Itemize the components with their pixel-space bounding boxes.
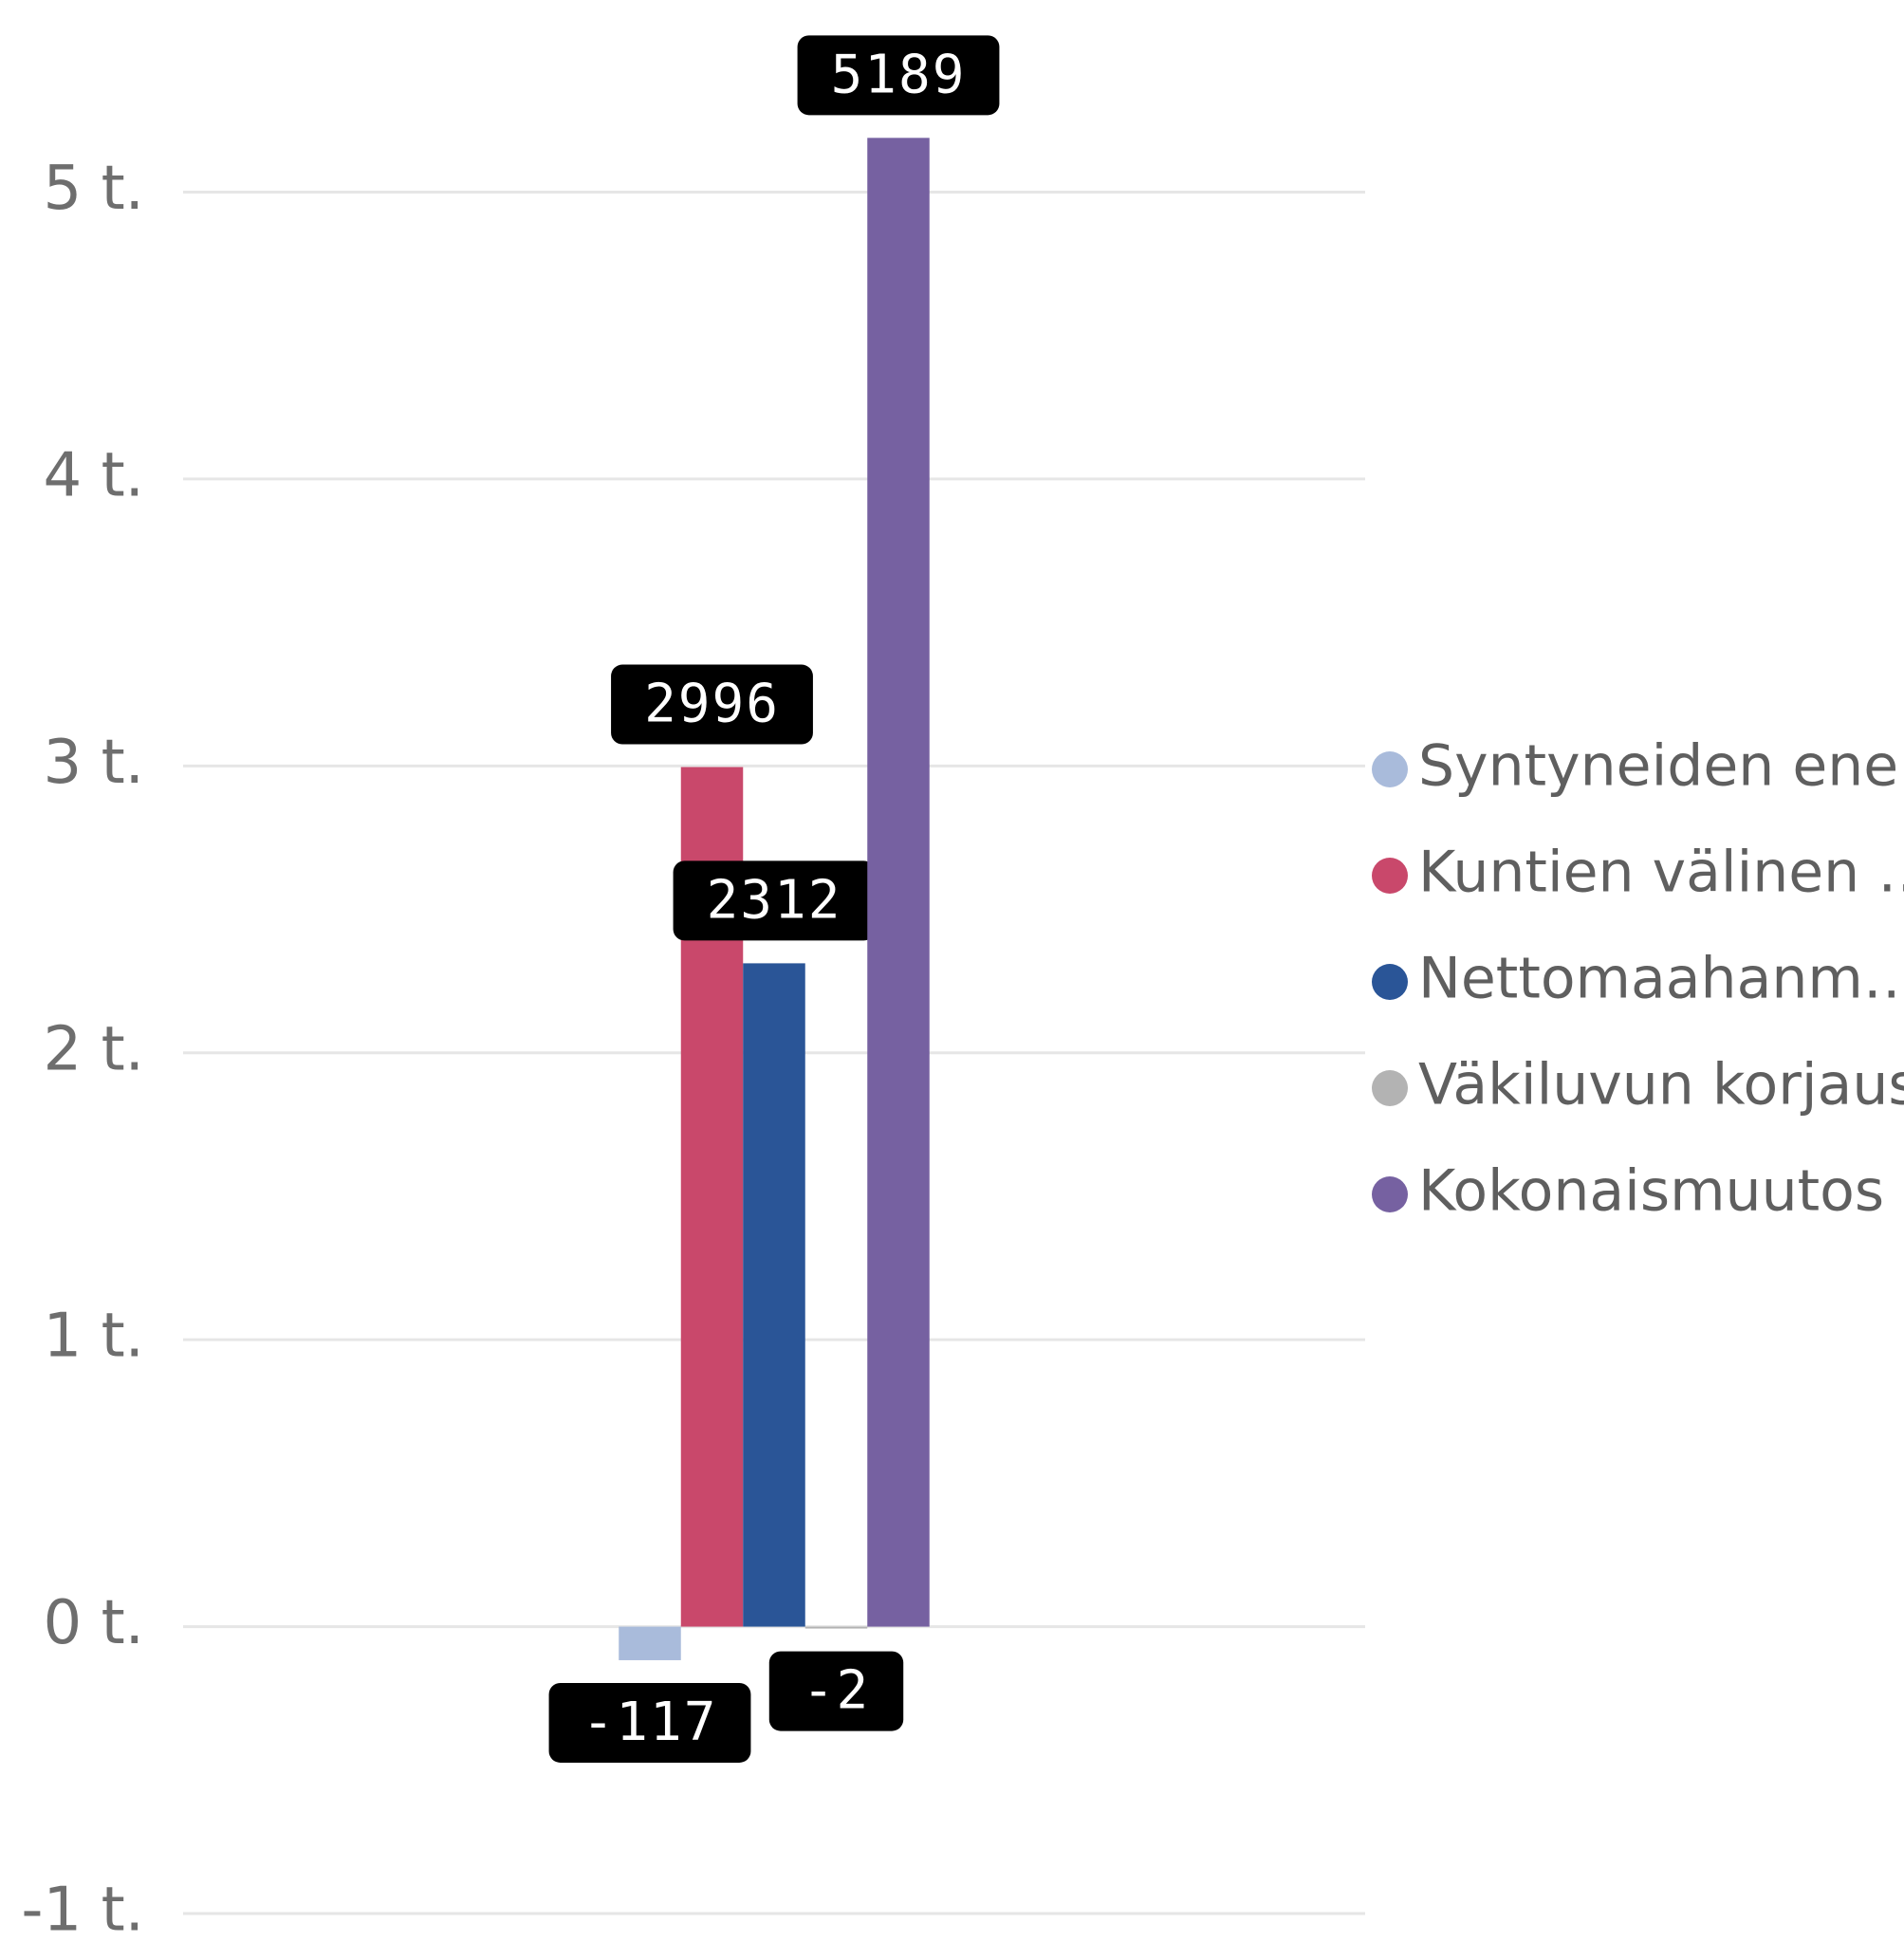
bar (804, 1626, 868, 1629)
data-label-text: 5189 (831, 44, 967, 105)
data-label: 2312 (673, 860, 876, 941)
legend-swatch (1372, 751, 1408, 787)
data-label: -117 (548, 1682, 751, 1763)
data-label-text: 2996 (644, 674, 780, 735)
data-label: 2996 (611, 664, 813, 745)
data-label-box (548, 1682, 751, 1763)
legend-swatch (1372, 858, 1408, 894)
data-label-text: 2312 (707, 870, 842, 932)
y-tick-label: 3 t. (44, 728, 145, 798)
y-tick-label: 5 t. (44, 154, 145, 224)
data-label-box (768, 1651, 904, 1731)
legend-swatch (1372, 1070, 1408, 1106)
y-tick-label: 2 t. (44, 1014, 145, 1084)
y-tick-label: 4 t. (44, 440, 145, 510)
legend-swatch (1372, 1176, 1408, 1212)
data-label-text: -117 (582, 1692, 718, 1753)
y-tick-label: -1 t. (21, 1876, 144, 1938)
bar (743, 963, 805, 1627)
data-label: -2 (768, 1651, 904, 1731)
legend-swatch (1372, 964, 1408, 1000)
bar (619, 1626, 681, 1660)
data-label-box (611, 664, 813, 745)
legend-label: Syntyneiden ene… (1418, 733, 1904, 800)
y-tick-label: 1 t. (44, 1302, 145, 1372)
legend-label: Väkiluvun korjaus (1418, 1052, 1904, 1119)
legend-label: Kuntien välinen … (1418, 840, 1904, 906)
data-label-box (673, 860, 876, 941)
y-tick-label: 0 t. (44, 1588, 145, 1658)
data-label-text: -2 (803, 1660, 870, 1722)
legend-label: Kokonaismuutos (1418, 1158, 1884, 1225)
legend-label: Nettomaahanm… (1418, 946, 1904, 1012)
data-label: 5189 (797, 35, 1000, 116)
data-label-box (797, 35, 1000, 116)
bar (867, 138, 930, 1627)
